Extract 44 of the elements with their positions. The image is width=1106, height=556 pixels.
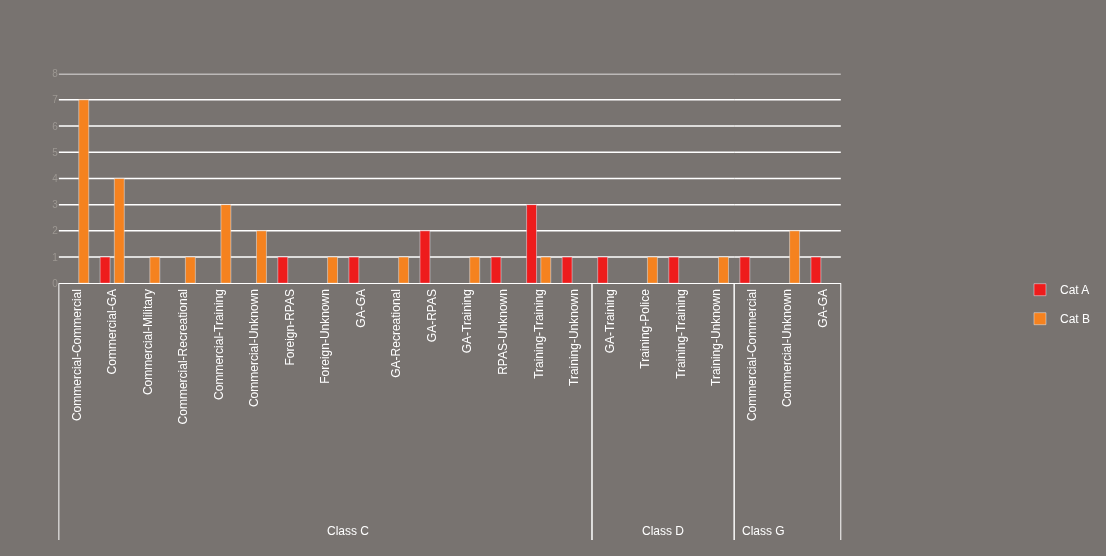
bar bbox=[526, 204, 537, 284]
x-axis-title: Class C bbox=[327, 524, 370, 538]
bar bbox=[490, 256, 502, 284]
bar bbox=[256, 230, 267, 284]
bar bbox=[561, 256, 573, 284]
x-tick-label: Commercial-Unknown bbox=[780, 289, 795, 408]
x-tick-label: Foreign-Unknown bbox=[318, 289, 333, 384]
x-axis-title: Class G bbox=[742, 524, 785, 538]
x-axis-title: Class D bbox=[642, 524, 685, 538]
x-tick-label: GA-Training bbox=[460, 289, 475, 354]
x-tick-label: Commercial-Commercial bbox=[69, 289, 84, 422]
bar bbox=[220, 204, 232, 284]
x-tick-label: GA-GA bbox=[353, 289, 368, 328]
x-tick-label: Training-Training bbox=[673, 289, 688, 379]
legend-label: Cat A bbox=[1059, 283, 1090, 298]
bar bbox=[114, 178, 125, 284]
x-tick-label: Foreign-RPAS bbox=[282, 289, 297, 366]
x-tick-label: Commercial-GA bbox=[105, 289, 120, 375]
legend-label: Cat B bbox=[1059, 312, 1090, 327]
bar bbox=[419, 230, 431, 284]
x-tick-label: Commercial-Commercial bbox=[744, 289, 759, 422]
bar bbox=[277, 256, 289, 284]
x-tick-label: Commercial-Recreational bbox=[176, 289, 191, 425]
x-tick-label: Training-Unknown bbox=[709, 289, 724, 386]
bar bbox=[99, 256, 111, 284]
bar bbox=[348, 256, 360, 284]
x-tick-label: GA-Training bbox=[602, 289, 617, 354]
bar bbox=[185, 256, 196, 284]
x-tick-label: GA-Recreational bbox=[389, 289, 404, 378]
x-tick-label: Training-Police bbox=[638, 288, 653, 369]
bar bbox=[469, 256, 480, 284]
bar bbox=[149, 256, 161, 284]
bar bbox=[540, 256, 552, 284]
x-tick-label: Commercial-Training bbox=[211, 289, 226, 400]
x-tick-label: Commercial-Military bbox=[140, 289, 155, 396]
x-tick-label: GA-RPAS bbox=[424, 289, 439, 343]
x-tick-label: Commercial-Unknown bbox=[247, 289, 262, 408]
x-tick-label: Training-Unknown bbox=[567, 289, 582, 386]
bar bbox=[327, 256, 338, 284]
x-tick-label: GA-GA bbox=[815, 289, 830, 328]
x-tick-label: RPAS-Unknown bbox=[496, 289, 511, 375]
x-tick-label: Training-Training bbox=[531, 289, 546, 379]
bar bbox=[398, 256, 409, 284]
bar bbox=[78, 99, 89, 284]
